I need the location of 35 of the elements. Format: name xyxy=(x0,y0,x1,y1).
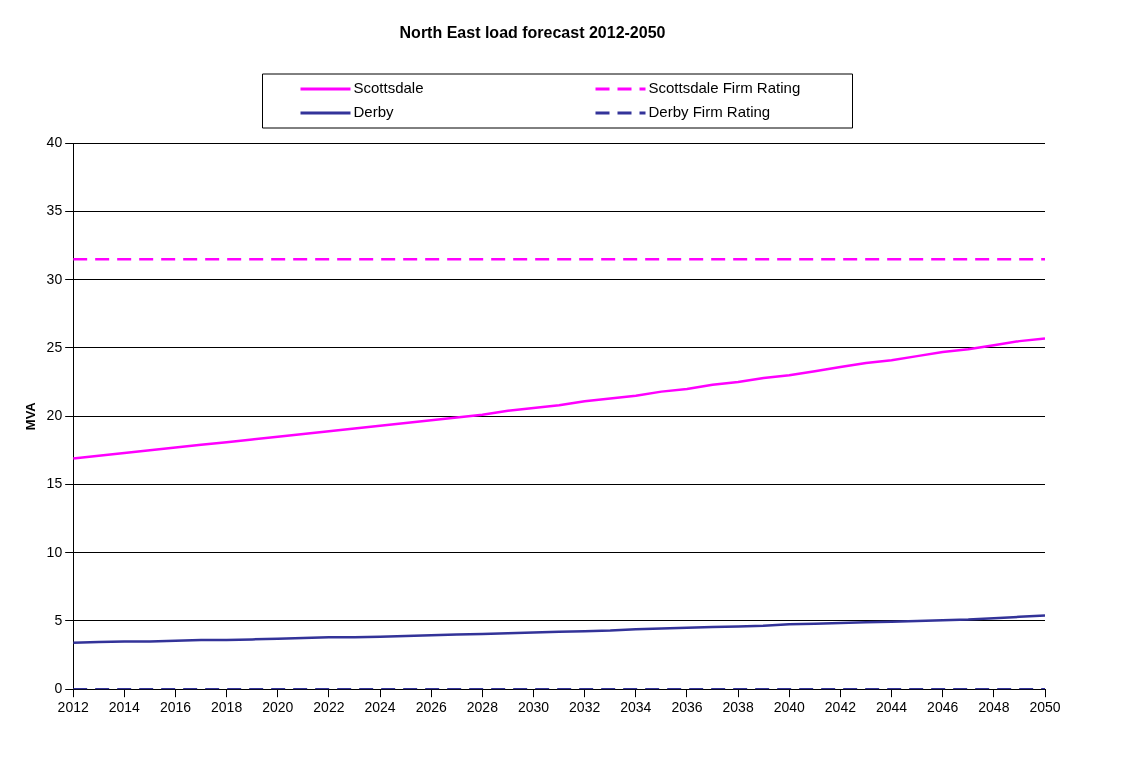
x-tick-label: 2018 xyxy=(211,699,243,716)
y-tick-label: 30 xyxy=(46,270,63,287)
y-tick-label: 5 xyxy=(54,611,63,628)
x-tick-label: 2012 xyxy=(57,699,89,716)
y-tick-label: 35 xyxy=(46,202,63,219)
y-tick-label: 20 xyxy=(46,407,63,424)
y-tick-label: 0 xyxy=(54,680,63,697)
y-tick-label: 25 xyxy=(46,338,63,355)
x-tick-label: 2038 xyxy=(722,699,754,716)
x-tick-label: 2040 xyxy=(773,699,806,716)
x-tick-label: 2020 xyxy=(262,699,294,716)
x-tick-label: 2050 xyxy=(1029,699,1061,716)
x-tick-label: 2044 xyxy=(875,699,908,716)
x-tick-label: 2028 xyxy=(466,699,499,716)
x-tick-label: 2024 xyxy=(364,699,396,716)
y-tick-label: 40 xyxy=(46,134,63,151)
x-tick-label: 2030 xyxy=(517,699,550,716)
legend-label: Derby xyxy=(353,103,395,121)
legend-label: Scottsdale Firm Rating xyxy=(648,79,801,97)
x-tick-label: 2022 xyxy=(313,699,345,716)
x-tick-label: 2048 xyxy=(978,699,1010,716)
y-tick-label: 15 xyxy=(46,475,63,492)
chart-title: North East load forecast 2012-2050 xyxy=(399,24,666,42)
x-tick-label: 2014 xyxy=(108,699,141,716)
legend-label: Derby Firm Rating xyxy=(648,103,771,121)
x-tick-label: 2032 xyxy=(569,699,601,716)
x-tick-label: 2026 xyxy=(415,699,447,716)
x-tick-label: 2042 xyxy=(824,699,857,716)
y-axis-title: MVA xyxy=(23,401,39,431)
x-tick-label: 2016 xyxy=(159,699,192,716)
x-tick-label: 2034 xyxy=(620,699,652,716)
legend-label: Scottsdale xyxy=(353,79,424,97)
x-tick-label: 2046 xyxy=(927,699,959,716)
y-tick-label: 10 xyxy=(46,543,63,560)
x-tick-label: 2036 xyxy=(671,699,703,716)
